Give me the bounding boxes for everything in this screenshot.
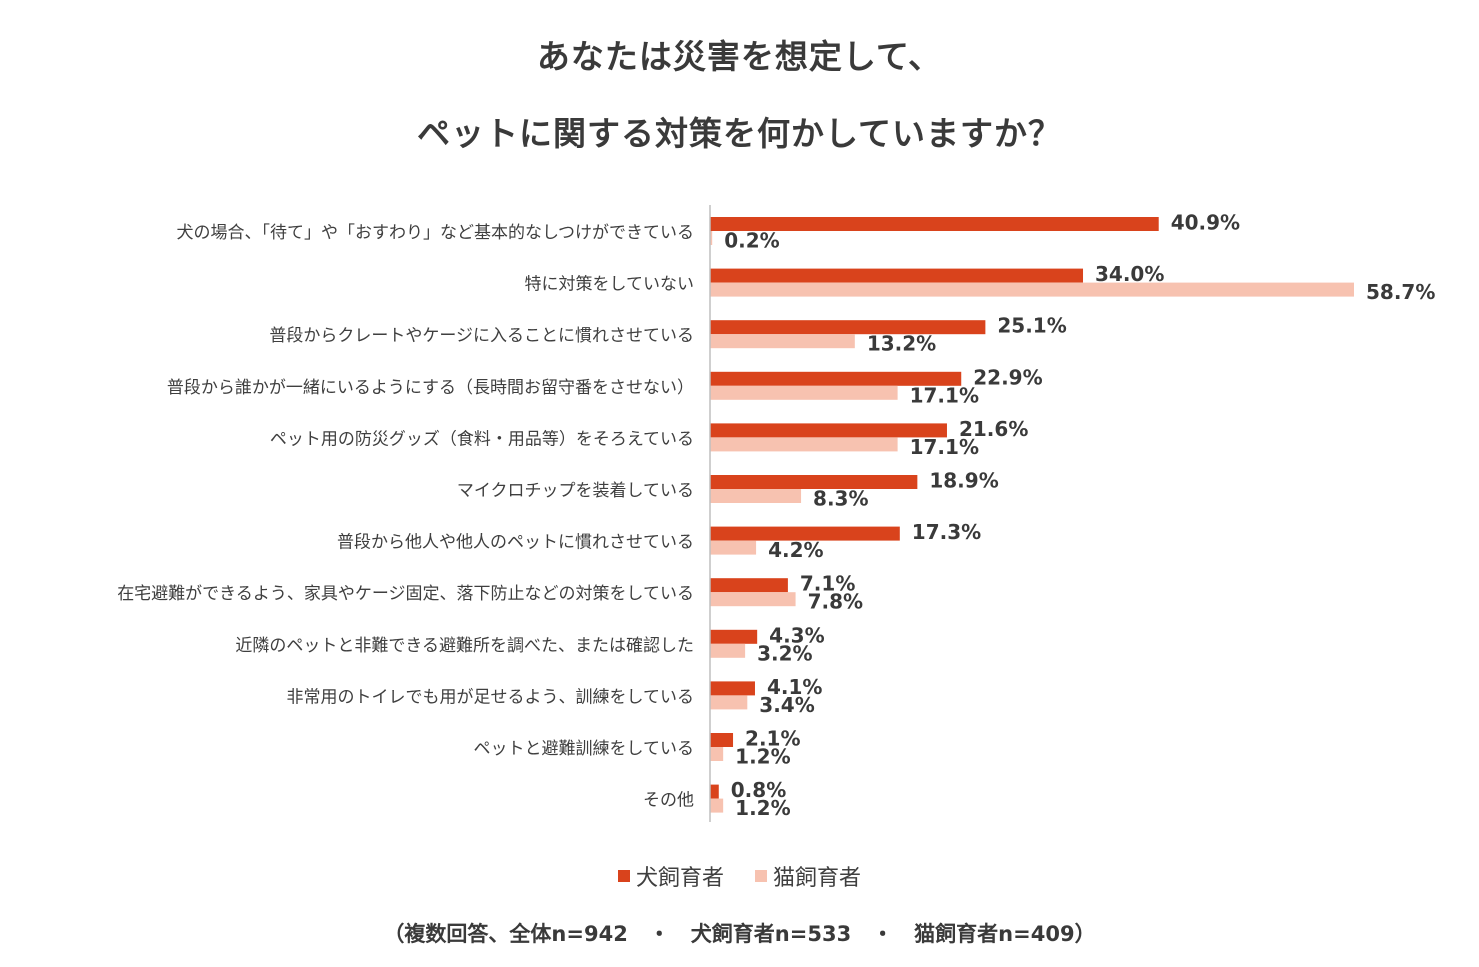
bars: 40.9%0.2%34.0%58.7%25.1%13.2%22.9%17.1%2… <box>710 211 1435 820</box>
data-label-cat: 1.2% <box>735 796 790 820</box>
bar-cat <box>710 282 1354 297</box>
data-label-cat: 1.2% <box>735 745 790 769</box>
data-label-dog: 2.1% <box>745 727 800 751</box>
data-label-cat: 13.2% <box>867 332 936 356</box>
data-label-dog: 34.0% <box>1095 262 1164 286</box>
legend-item-cat: 猫飼育者 <box>755 860 861 892</box>
legend-item-dog: 犬飼育者 <box>617 860 724 892</box>
bar-cat <box>710 695 748 710</box>
category-label: 普段から他人や他人のペットに慣れさせている <box>337 533 694 553</box>
bar-dog <box>710 578 788 593</box>
sample-size-note: （複数回答、全体n=942 ・ 犬飼育者n=533 ・ 猫飼育者n=409） <box>383 922 1096 946</box>
bar-cat <box>710 437 898 452</box>
bar-dog <box>710 784 719 799</box>
bar-cat <box>710 592 796 607</box>
category-label: その他 <box>643 791 694 811</box>
data-label-dog: 18.9% <box>929 469 998 493</box>
data-label-dog: 21.6% <box>959 417 1028 441</box>
category-label: 普段から誰かが一緒にいるようにする（長時間お留守番をさせない） <box>167 378 694 398</box>
category-label: 特に対策をしていない <box>525 275 695 295</box>
bar-cat <box>710 798 724 813</box>
category-label: 近隣のペットと非難できる避難所を調べた、または確認した <box>235 636 694 656</box>
data-label-cat: 8.3% <box>813 487 868 511</box>
legend-label-dog: 犬飼育者 <box>635 866 724 891</box>
chart-title-line2: ペットに関する対策を何かしていますか？ <box>416 114 1062 153</box>
bar-cat <box>710 540 757 555</box>
bar-dog <box>710 268 1084 283</box>
data-label-dog: 17.3% <box>912 520 981 544</box>
category-label: 犬の場合、「待て」や「おすわり」など基本的なしつけができている <box>177 223 694 243</box>
data-label-dog: 0.8% <box>731 778 786 802</box>
bar-chart: 犬の場合、「待て」や「おすわり」など基本的なしつけができている特に対策をしていな… <box>117 205 1435 822</box>
bar-dog <box>710 526 900 541</box>
bar-cat <box>710 643 746 658</box>
category-label: 普段からクレートやケージに入ることに慣れさせている <box>269 326 694 346</box>
category-label: ペット用の防災グッズ（食料・用品等）をそろえている <box>270 429 694 449</box>
bar-dog <box>710 423 947 438</box>
bar-cat <box>710 334 855 349</box>
category-labels: 犬の場合、「待て」や「おすわり」など基本的なしつけができている特に対策をしていな… <box>117 223 694 811</box>
data-label-dog: 4.1% <box>767 675 822 699</box>
bar-dog <box>710 733 734 747</box>
bar-dog <box>710 320 986 335</box>
bar-cat <box>710 489 802 503</box>
category-label: マイクロチップを装着している <box>457 481 694 501</box>
data-label-dog: 40.9% <box>1171 211 1240 235</box>
data-label-dog: 25.1% <box>997 314 1066 338</box>
legend-label-cat: 猫飼育者 <box>773 866 862 891</box>
data-label-cat: 17.1% <box>910 383 979 407</box>
data-label-cat: 3.2% <box>757 641 812 665</box>
data-label-dog: 22.9% <box>973 365 1042 389</box>
data-label-dog: 7.1% <box>800 572 855 596</box>
chart-title-line1: あなたは災害を想定して、 <box>536 37 943 76</box>
legend-swatch-dog <box>617 870 630 882</box>
bar-dog <box>710 681 755 696</box>
bar-cat <box>710 747 724 761</box>
legend-swatch-cat <box>755 870 767 882</box>
bar-cat <box>710 385 898 400</box>
data-label-cat: 7.8% <box>808 590 863 614</box>
data-label-cat: 0.2% <box>724 229 779 253</box>
legend: 犬飼育者 猫飼育者 <box>0 860 1479 892</box>
data-label-cat: 17.1% <box>910 435 979 459</box>
data-label-cat: 58.7% <box>1366 280 1435 304</box>
category-label: ペットと避難訓練をしている <box>474 739 695 759</box>
data-label-cat: 3.4% <box>759 693 814 717</box>
category-label: 非常用のトイレでも用が足せるよう、訓練をしている <box>287 687 695 707</box>
bar-dog <box>710 217 1159 231</box>
data-label-dog: 4.3% <box>769 623 824 647</box>
bar-dog <box>710 371 962 386</box>
bar-dog <box>710 475 918 489</box>
data-label-cat: 4.2% <box>768 538 823 562</box>
bar-cat <box>710 231 713 245</box>
category-label: 在宅避難ができるよう、家具やケージ固定、落下防止などの対策をしている <box>117 584 694 604</box>
bar-dog <box>710 629 758 644</box>
